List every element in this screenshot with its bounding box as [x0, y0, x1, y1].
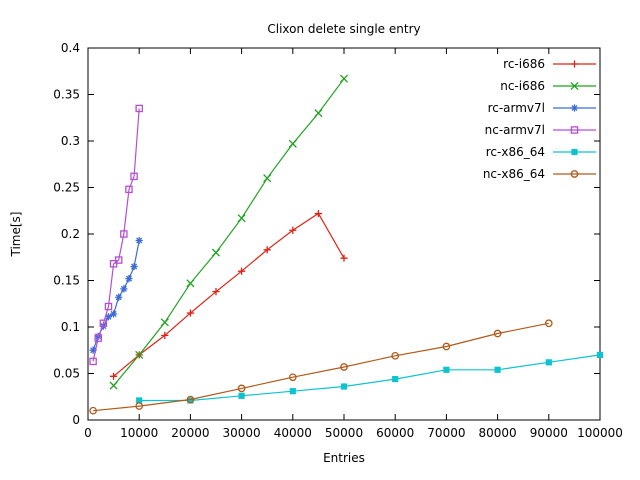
- x-tick-label: 0: [84, 426, 92, 440]
- legend-label: rc-armv7l: [488, 101, 545, 115]
- legend-label: nc-i686: [500, 79, 545, 93]
- series-nc-x86_64: [89, 319, 553, 415]
- series-rc-x86_64: [136, 351, 604, 404]
- x-tick-label: 70000: [427, 426, 465, 440]
- y-tick-label: 0: [72, 413, 80, 427]
- y-tick-label: 0.3: [61, 134, 80, 148]
- x-tick-label: 30000: [223, 426, 261, 440]
- legend-entry-rc-armv7l: rc-armv7l: [488, 101, 596, 115]
- x-tick-label: 80000: [479, 426, 517, 440]
- series-nc-armv7l: [89, 104, 143, 366]
- y-axis-label: Time[s]: [9, 211, 23, 257]
- y-tick-label: 0.25: [53, 181, 80, 195]
- legend-entry-nc-armv7l: nc-armv7l: [485, 123, 596, 137]
- legend-entry-nc-x86_64: nc-x86_64: [483, 167, 596, 181]
- y-tick-label: 0.35: [53, 88, 80, 102]
- y-tick-label: 0.4: [61, 41, 80, 55]
- x-tick-label: 20000: [171, 426, 209, 440]
- legend-label: nc-armv7l: [485, 123, 545, 137]
- x-tick-label: 100000: [577, 426, 623, 440]
- series-nc-i686: [109, 74, 349, 390]
- series-rc-armv7l: [89, 236, 143, 354]
- y-tick-label: 0.1: [61, 320, 80, 334]
- legend-entry-nc-i686: nc-i686: [500, 79, 596, 93]
- legend-label: nc-x86_64: [483, 167, 545, 181]
- y-tick-label: 0.2: [61, 227, 80, 241]
- x-tick-label: 60000: [376, 426, 414, 440]
- x-tick-label: 90000: [530, 426, 568, 440]
- x-tick-label: 10000: [120, 426, 158, 440]
- x-tick-label: 40000: [274, 426, 312, 440]
- legend-label: rc-x86_64: [486, 145, 545, 159]
- y-tick-label: 0.15: [53, 274, 80, 288]
- legend-entry-rc-i686: rc-i686: [503, 57, 596, 71]
- legend-entry-rc-x86_64: rc-x86_64: [486, 145, 596, 159]
- chart-title: Clixon delete single entry: [267, 22, 421, 36]
- x-axis-label: Entries: [323, 451, 365, 465]
- legend-label: rc-i686: [503, 57, 545, 71]
- y-tick-label: 0.05: [53, 367, 80, 381]
- x-tick-label: 50000: [325, 426, 363, 440]
